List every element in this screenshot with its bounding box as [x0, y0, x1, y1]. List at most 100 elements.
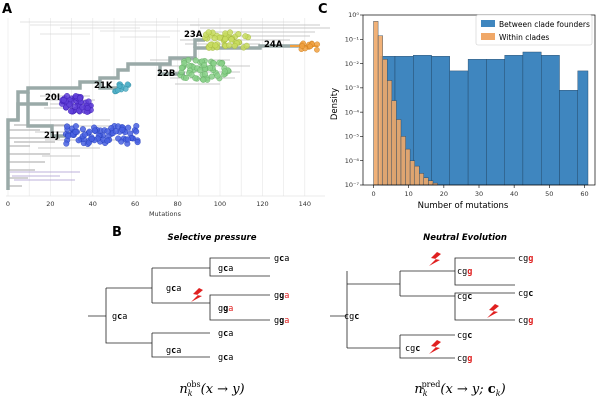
x-tick-label: 20 — [440, 190, 448, 198]
clade-dot — [104, 137, 111, 144]
codon-node: gca — [166, 346, 181, 356]
panel-c-label: C — [318, 2, 328, 17]
clade-dot — [91, 127, 98, 134]
clade-24a-dots — [298, 40, 321, 53]
neu-branch-root — [330, 257, 515, 359]
clade-dot — [182, 74, 189, 81]
clade-dot — [65, 133, 72, 140]
bar-within-clades — [400, 136, 406, 186]
x-tick-label: 0 — [371, 190, 375, 198]
selective-lightning-icon — [191, 288, 203, 302]
bar-between-clade-founders — [449, 70, 469, 186]
codon-leaf: gca — [274, 254, 289, 264]
clade-dot — [84, 104, 91, 111]
neutral-codons: cgc cgg cgc cgc cgg cgc cgg cgc cgg — [344, 254, 533, 364]
histogram-x-label: Number of mutations — [418, 201, 509, 211]
legend-swatch-within — [481, 33, 495, 40]
y-tick-label: 10⁻³ — [345, 84, 360, 92]
grey-bush-main — [7, 120, 70, 190]
histogram-legend: Between clade founders Within clades — [475, 14, 593, 46]
clade-dot — [79, 104, 86, 111]
bar-between-clade-founders — [504, 55, 524, 186]
clade-dot — [210, 60, 217, 67]
histogram: 0 10 20 30 40 50 60 10⁻⁷ 10⁻⁶ 10⁻⁵ 10⁻⁴ 10⁻³ 10⁻² 10⁻… — [345, 11, 596, 198]
clade-dot — [115, 135, 122, 142]
clade-22b-dots — [177, 57, 232, 83]
clade-dot — [243, 42, 250, 49]
clade-dot — [201, 62, 208, 69]
clade-dot — [231, 42, 238, 49]
clade-dot — [79, 126, 86, 133]
bar-between-clade-founders — [467, 59, 487, 186]
clade-dot — [314, 41, 321, 48]
codon-leaf: cgg — [518, 254, 533, 264]
clade-dot — [133, 122, 140, 129]
clade-dot — [299, 43, 306, 49]
x-tick-label: 50 — [545, 190, 553, 198]
legend-label-within: Within clades — [499, 33, 549, 42]
y-tick-label: 10⁻⁵ — [345, 133, 360, 141]
clade-dot — [200, 76, 207, 83]
clade-dot — [197, 67, 204, 74]
panel-a-x-tick-label: 40 — [89, 200, 97, 208]
clade-label-23a: 23A — [184, 30, 203, 40]
clade-dot — [76, 95, 83, 102]
bar-within-clades — [377, 35, 383, 186]
clade-dot — [178, 64, 185, 71]
bar-within-clades — [405, 148, 411, 186]
clade-23a-dots — [202, 29, 251, 51]
legend-swatch-between — [481, 20, 495, 27]
panel-a-x-ticks: 0 20 40 60 80 100 120 140 — [6, 200, 311, 208]
clade-dot — [134, 139, 141, 146]
neutral-lightning-icon-1 — [429, 252, 441, 266]
bar-between-clade-founders — [522, 51, 542, 186]
neutral-lightning-icon-2 — [487, 304, 499, 318]
x-tick-label: 30 — [475, 190, 483, 198]
clade-dot — [201, 71, 208, 78]
clade-dot — [242, 33, 249, 40]
selective-pressure-title: Selective pressure — [167, 233, 256, 243]
codon-root: cgc — [344, 312, 359, 322]
clade-dot — [218, 60, 225, 67]
clade-dot — [67, 108, 74, 115]
clade-dot — [208, 73, 215, 80]
codon-node: cgg — [457, 267, 472, 277]
clade-dot — [81, 131, 88, 138]
clade-dot — [211, 35, 218, 42]
bar-within-clades — [419, 173, 425, 186]
clade-dot — [307, 43, 313, 50]
backbone-21j — [26, 92, 70, 138]
clade-dot — [206, 64, 213, 71]
clade-dot — [205, 29, 212, 36]
bar-between-clade-founders — [577, 70, 589, 186]
clade-dot — [104, 128, 111, 135]
clade-dot — [226, 29, 233, 36]
panel-a-label: A — [2, 2, 12, 17]
bar-within-clades — [409, 160, 415, 186]
clade-24a-branch — [290, 40, 321, 53]
grey-bush-top — [20, 21, 300, 38]
clade-dot — [221, 68, 228, 75]
codon-node: cgc — [457, 292, 472, 302]
y-tick-label: 10⁻¹ — [345, 35, 360, 43]
clade-dot — [222, 36, 229, 43]
clade-dot — [112, 128, 119, 135]
neutral-tree-branches — [330, 257, 515, 359]
bar-between-clade-founders — [413, 55, 432, 186]
bar-within-clades — [373, 21, 379, 186]
codon-node: gga — [218, 304, 233, 314]
bar-within-clades — [428, 180, 434, 186]
panel-a-x-tick-label: 140 — [299, 200, 311, 208]
clade-dot — [63, 123, 70, 130]
grey-bush-bottom — [10, 171, 80, 181]
codon-leaf: cgc — [457, 331, 472, 341]
clade-dot — [75, 137, 82, 144]
clade-dot — [115, 123, 122, 130]
codon-root: gca — [112, 312, 127, 322]
clade-label-21k: 21K — [94, 81, 113, 91]
panel-a-x-tick-label: 80 — [173, 200, 181, 208]
clade-dot — [72, 123, 79, 130]
codon-node: cgc — [405, 344, 420, 354]
clade-dot — [192, 75, 199, 82]
sel-branch-root — [88, 257, 270, 358]
